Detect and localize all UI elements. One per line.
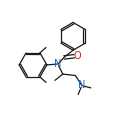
Text: N: N xyxy=(78,80,85,90)
Text: O: O xyxy=(74,51,81,61)
Text: N: N xyxy=(54,59,62,69)
